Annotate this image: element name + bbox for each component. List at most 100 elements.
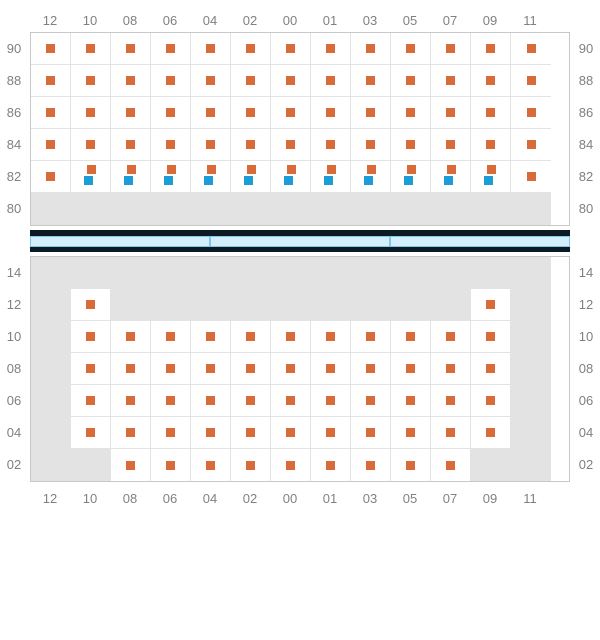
seat-available-icon[interactable] — [406, 140, 415, 149]
seat-available-icon[interactable] — [86, 108, 95, 117]
seat-available-icon[interactable] — [166, 364, 175, 373]
seat-available-icon[interactable] — [87, 165, 96, 174]
seat-available-icon[interactable] — [406, 461, 415, 470]
seat-cell[interactable] — [231, 385, 271, 417]
seat-available-icon[interactable] — [406, 76, 415, 85]
seat-available-icon[interactable] — [286, 140, 295, 149]
seat-cell[interactable] — [111, 65, 151, 97]
seat-available-icon[interactable] — [367, 165, 376, 174]
seat-cell[interactable] — [231, 33, 271, 65]
seat-available-icon[interactable] — [206, 396, 215, 405]
seat-cell[interactable] — [431, 33, 471, 65]
seat-available-icon[interactable] — [406, 44, 415, 53]
seat-available-icon[interactable] — [447, 165, 456, 174]
seat-available-icon[interactable] — [326, 44, 335, 53]
seat-available-icon[interactable] — [446, 428, 455, 437]
seat-available-icon[interactable] — [486, 108, 495, 117]
seat-available-icon[interactable] — [246, 461, 255, 470]
seat-cell[interactable] — [351, 353, 391, 385]
seat-cell[interactable] — [231, 65, 271, 97]
seat-available-icon[interactable] — [366, 140, 375, 149]
seat-available-icon[interactable] — [126, 364, 135, 373]
seat-cell[interactable] — [31, 161, 71, 193]
seat-cell[interactable] — [191, 33, 231, 65]
seat-cell[interactable] — [311, 129, 351, 161]
seat-cell[interactable] — [431, 385, 471, 417]
seat-cell[interactable] — [431, 353, 471, 385]
seat-cell[interactable] — [311, 33, 351, 65]
seat-cell[interactable] — [311, 417, 351, 449]
seat-cell[interactable] — [151, 33, 191, 65]
seat-cell[interactable] — [431, 97, 471, 129]
seat-special-icon[interactable] — [204, 176, 213, 185]
seat-cell[interactable] — [271, 353, 311, 385]
seat-cell[interactable] — [311, 161, 351, 193]
seat-cell[interactable] — [151, 97, 191, 129]
seat-cell[interactable] — [111, 417, 151, 449]
seat-cell[interactable] — [271, 449, 311, 481]
seat-special-icon[interactable] — [124, 176, 133, 185]
seat-cell[interactable] — [471, 161, 511, 193]
seat-cell[interactable] — [391, 129, 431, 161]
seat-cell[interactable] — [311, 321, 351, 353]
seat-cell[interactable] — [311, 449, 351, 481]
seat-cell[interactable] — [471, 33, 511, 65]
seat-available-icon[interactable] — [407, 165, 416, 174]
seat-available-icon[interactable] — [406, 332, 415, 341]
seat-cell[interactable] — [71, 33, 111, 65]
seat-cell[interactable] — [471, 289, 511, 321]
seat-cell[interactable] — [431, 449, 471, 481]
seat-cell[interactable] — [471, 385, 511, 417]
seat-cell[interactable] — [431, 161, 471, 193]
seat-available-icon[interactable] — [46, 76, 55, 85]
seat-available-icon[interactable] — [446, 396, 455, 405]
seat-cell[interactable] — [431, 417, 471, 449]
seat-cell[interactable] — [191, 449, 231, 481]
seat-available-icon[interactable] — [167, 165, 176, 174]
seat-cell[interactable] — [71, 417, 111, 449]
seat-available-icon[interactable] — [406, 108, 415, 117]
seat-available-icon[interactable] — [326, 140, 335, 149]
seat-cell[interactable] — [111, 97, 151, 129]
seat-cell[interactable] — [31, 65, 71, 97]
seat-available-icon[interactable] — [286, 428, 295, 437]
seat-available-icon[interactable] — [46, 44, 55, 53]
seat-available-icon[interactable] — [446, 332, 455, 341]
seat-available-icon[interactable] — [126, 461, 135, 470]
seat-available-icon[interactable] — [86, 140, 95, 149]
seat-available-icon[interactable] — [86, 300, 95, 309]
seat-available-icon[interactable] — [286, 44, 295, 53]
seat-cell[interactable] — [511, 161, 551, 193]
seat-available-icon[interactable] — [366, 332, 375, 341]
seat-cell[interactable] — [311, 353, 351, 385]
seat-available-icon[interactable] — [366, 428, 375, 437]
seat-available-icon[interactable] — [486, 44, 495, 53]
seat-cell[interactable] — [191, 65, 231, 97]
seat-cell[interactable] — [111, 385, 151, 417]
seat-special-icon[interactable] — [444, 176, 453, 185]
seat-cell[interactable] — [191, 161, 231, 193]
seat-cell[interactable] — [391, 321, 431, 353]
seat-cell[interactable] — [151, 353, 191, 385]
seat-available-icon[interactable] — [166, 428, 175, 437]
seat-available-icon[interactable] — [206, 428, 215, 437]
seat-cell[interactable] — [351, 97, 391, 129]
seat-available-icon[interactable] — [406, 396, 415, 405]
seat-available-icon[interactable] — [446, 44, 455, 53]
seat-available-icon[interactable] — [366, 108, 375, 117]
seat-available-icon[interactable] — [527, 140, 536, 149]
seat-cell[interactable] — [31, 97, 71, 129]
seat-cell[interactable] — [391, 33, 431, 65]
seat-available-icon[interactable] — [366, 396, 375, 405]
seat-cell[interactable] — [271, 385, 311, 417]
seat-available-icon[interactable] — [446, 140, 455, 149]
seat-available-icon[interactable] — [46, 172, 55, 181]
seat-available-icon[interactable] — [126, 76, 135, 85]
seat-cell[interactable] — [391, 385, 431, 417]
seat-cell[interactable] — [231, 161, 271, 193]
seat-cell[interactable] — [111, 33, 151, 65]
seat-available-icon[interactable] — [486, 364, 495, 373]
seat-available-icon[interactable] — [206, 461, 215, 470]
seat-cell[interactable] — [191, 97, 231, 129]
seat-available-icon[interactable] — [326, 364, 335, 373]
